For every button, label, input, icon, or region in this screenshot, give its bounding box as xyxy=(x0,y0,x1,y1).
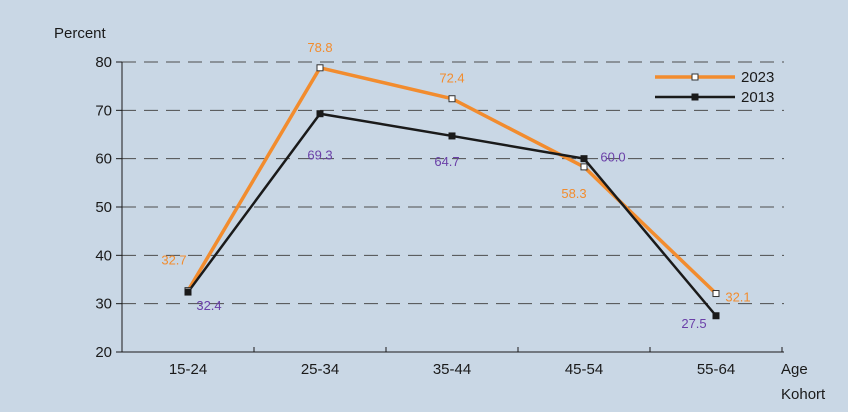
y-tick-label-60: 60 xyxy=(95,151,112,168)
data-label-2023-45-54: 58.3 xyxy=(561,186,586,201)
y-tick-label-40: 40 xyxy=(95,247,112,264)
data-label-2023-25-34: 78.8 xyxy=(307,40,332,55)
y-axis-title: Percent xyxy=(54,25,107,42)
data-label-2013-45-54: 60.0 xyxy=(600,150,625,165)
y-tick-label-20: 20 xyxy=(95,344,112,361)
marker-2023-55-64 xyxy=(712,290,720,298)
legend-label-2023: 2023 xyxy=(741,69,774,86)
series-layer xyxy=(184,64,720,320)
x-tick-label-35-44: 35-44 xyxy=(433,361,471,378)
axis-layer: 20 30 40 50 60 70 80 15-24 25-34 35-44 45-54 55-64 xyxy=(95,54,784,378)
y-tick-label-30: 30 xyxy=(95,296,112,313)
x-tick-label-15-24: 15-24 xyxy=(169,361,207,378)
data-label-2013-15-24: 32.4 xyxy=(196,298,221,313)
x-tick-label-55-64: 55-64 xyxy=(697,361,735,378)
marker-2013-15-24 xyxy=(184,288,192,296)
data-label-2013-55-64: 27.5 xyxy=(681,316,706,331)
y-tick-label-50: 50 xyxy=(95,199,112,216)
data-label-layer: 32.7 78.8 72.4 58.3 32.1 32.4 69.3 64.7 60.0 27.5 xyxy=(161,40,750,331)
x-axis-title-line-1: Age xyxy=(781,361,808,378)
x-tick-label-45-54: 45-54 xyxy=(565,361,603,378)
legend: 2023 2013 xyxy=(655,69,774,106)
data-label-2023-55-64: 32.1 xyxy=(725,290,750,305)
legend-marker-2013 xyxy=(691,93,699,101)
marker-2023-25-34 xyxy=(316,64,324,72)
y-tick-label-70: 70 xyxy=(95,102,112,119)
x-axis-title-line-2: Kohort xyxy=(781,386,826,403)
data-label-2013-35-44: 64.7 xyxy=(434,154,459,169)
grid-layer xyxy=(122,61,784,305)
y-tick-label-80: 80 xyxy=(95,54,112,71)
data-label-2023-15-24: 32.7 xyxy=(161,253,186,268)
marker-2013-45-54 xyxy=(580,155,588,163)
marker-2013-35-44 xyxy=(448,132,456,140)
marker-2023-45-54 xyxy=(580,163,588,171)
marker-2013-55-64 xyxy=(712,312,720,320)
legend-label-2013: 2013 xyxy=(741,89,774,106)
data-label-2023-35-44: 72.4 xyxy=(439,71,464,86)
marker-2023-35-44 xyxy=(448,95,456,103)
x-tick-label-25-34: 25-34 xyxy=(301,361,339,378)
marker-2013-25-34 xyxy=(316,110,324,118)
data-label-2013-25-34: 69.3 xyxy=(307,148,332,163)
legend-marker-2023 xyxy=(691,73,699,81)
